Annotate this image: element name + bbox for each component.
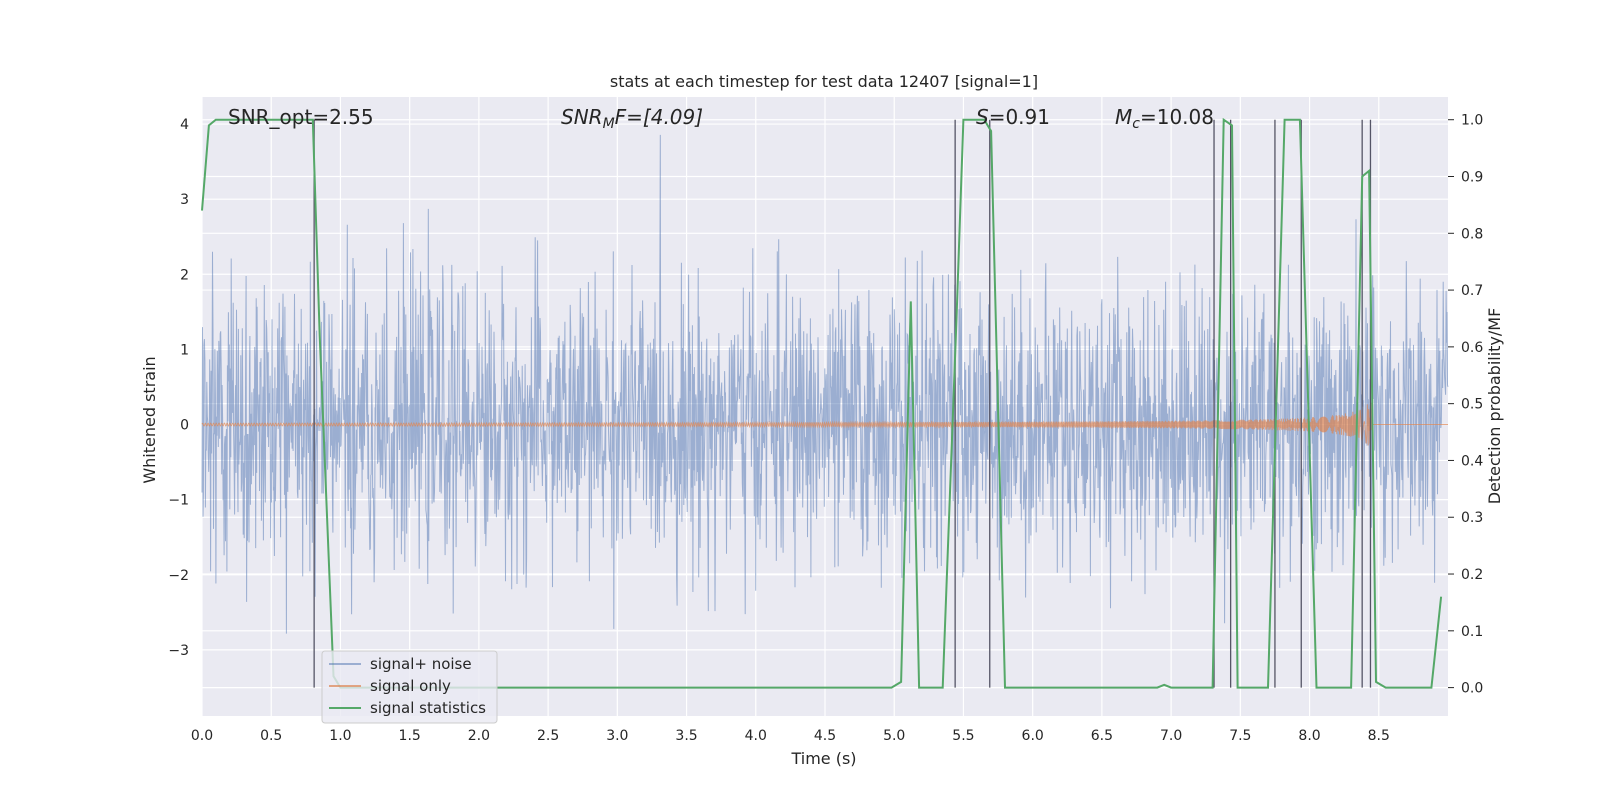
left-y-tick-label-0: 4 bbox=[180, 117, 189, 133]
x-tick-label-8: 4.0 bbox=[745, 728, 767, 744]
x-tick-label-16: 8.0 bbox=[1298, 728, 1320, 744]
left-y-tick-label-3: 1 bbox=[180, 342, 189, 358]
left-y-tick-label-7: −3 bbox=[168, 643, 189, 659]
right-y-tick-label-3: 0.7 bbox=[1461, 283, 1483, 299]
left-y-axis-ticks: 4 3 2 1 0 −1 −2 −3 bbox=[168, 117, 189, 659]
left-y-tick-label-2: 2 bbox=[180, 267, 189, 283]
signal-noise-line bbox=[201, 134, 1449, 634]
x-axis-label: Time (s) bbox=[790, 749, 856, 768]
x-axis-ticks: 0.0 0.5 1.0 1.5 2.0 2.5 3.0 3.5 4.0 4.5 5.0 5.5 6.0 6… bbox=[191, 728, 1390, 744]
annotation-snr-mf-prefix: SNR bbox=[561, 105, 603, 129]
legend-label-signal-only: signal only bbox=[370, 677, 451, 695]
right-y-tick-label-5: 0.5 bbox=[1461, 397, 1483, 413]
x-tick-label-15: 7.5 bbox=[1229, 728, 1251, 744]
x-tick-label-9: 4.5 bbox=[814, 728, 836, 744]
annotation-mc-prefix: M bbox=[1115, 105, 1132, 129]
x-tick-label-6: 3.0 bbox=[606, 728, 628, 744]
signal-only-line bbox=[201, 402, 1448, 446]
signal-only-series bbox=[201, 402, 1448, 446]
x-tick-label-1: 0.5 bbox=[260, 728, 282, 744]
x-tick-label-17: 8.5 bbox=[1368, 728, 1390, 744]
x-tick-label-14: 7.0 bbox=[1160, 728, 1182, 744]
legend-box bbox=[321, 650, 498, 724]
right-y-axis-label: Detection probability/MF bbox=[1485, 308, 1504, 505]
right-y-tick-label-0: 1.0 bbox=[1461, 113, 1483, 129]
x-tick-label-10: 5.0 bbox=[883, 728, 905, 744]
annotation-mc-sub: c bbox=[1132, 116, 1140, 132]
signal-noise-series bbox=[201, 134, 1449, 634]
x-tick-label-0: 0.0 bbox=[191, 728, 213, 744]
right-y-tick-label-8: 0.2 bbox=[1461, 567, 1483, 583]
x-tick-label-11: 5.5 bbox=[952, 728, 974, 744]
x-tick-label-3: 1.5 bbox=[399, 728, 421, 744]
x-tick-label-7: 3.5 bbox=[675, 728, 697, 744]
legend: signal+ noise signal only signal statist… bbox=[321, 650, 498, 724]
annotation-snr-mf-sub: M bbox=[603, 116, 615, 132]
chart-title: stats at each timestep for test data 124… bbox=[610, 72, 1038, 91]
x-tick-label-2: 1.0 bbox=[329, 728, 351, 744]
right-y-tick-label-10: 0.0 bbox=[1461, 681, 1483, 697]
right-y-tick-label-2: 0.8 bbox=[1461, 226, 1483, 242]
left-y-tick-label-5: −1 bbox=[168, 493, 189, 509]
x-tick-label-13: 6.5 bbox=[1091, 728, 1113, 744]
annotation-s-prefix: S bbox=[976, 105, 989, 129]
annotation-s-suffix: =0.91 bbox=[989, 105, 1050, 129]
annotation-snr-mf: SNRMF=[4.09] bbox=[561, 105, 703, 132]
right-y-tick-label-9: 0.1 bbox=[1461, 624, 1483, 640]
right-y-tick-label-6: 0.4 bbox=[1461, 453, 1483, 469]
x-tick-label-12: 6.0 bbox=[1022, 728, 1044, 744]
left-y-tick-label-6: −2 bbox=[168, 568, 189, 584]
annotation-mc: Mc=10.08 bbox=[1115, 105, 1214, 132]
x-tick-label-5: 2.5 bbox=[537, 728, 559, 744]
annotation-mc-suffix: =10.08 bbox=[1140, 105, 1214, 129]
right-y-tick-label-4: 0.6 bbox=[1461, 340, 1483, 356]
right-y-tick-label-7: 0.3 bbox=[1461, 510, 1483, 526]
annotation-snr-opt: SNR_opt=2.55 bbox=[228, 105, 374, 129]
right-y-tick-label-1: 0.9 bbox=[1461, 170, 1483, 186]
x-tick-label-4: 2.0 bbox=[468, 728, 490, 744]
left-y-axis-label: Whitened strain bbox=[140, 356, 159, 483]
left-y-tick-label-4: 0 bbox=[180, 418, 189, 434]
annotation-s: S=0.91 bbox=[976, 105, 1050, 129]
annotation-snr-mf-suffix: F=[4.09] bbox=[615, 105, 703, 129]
left-y-tick-label-1: 3 bbox=[180, 192, 189, 208]
right-y-axis-ticks: 1.0 0.9 0.8 0.7 0.6 0.5 0.4 0.3 0.2 0.1 0.0 bbox=[1448, 113, 1483, 697]
legend-label-signal-noise: signal+ noise bbox=[370, 655, 472, 673]
legend-label-signal-statistics: signal statistics bbox=[370, 699, 486, 717]
